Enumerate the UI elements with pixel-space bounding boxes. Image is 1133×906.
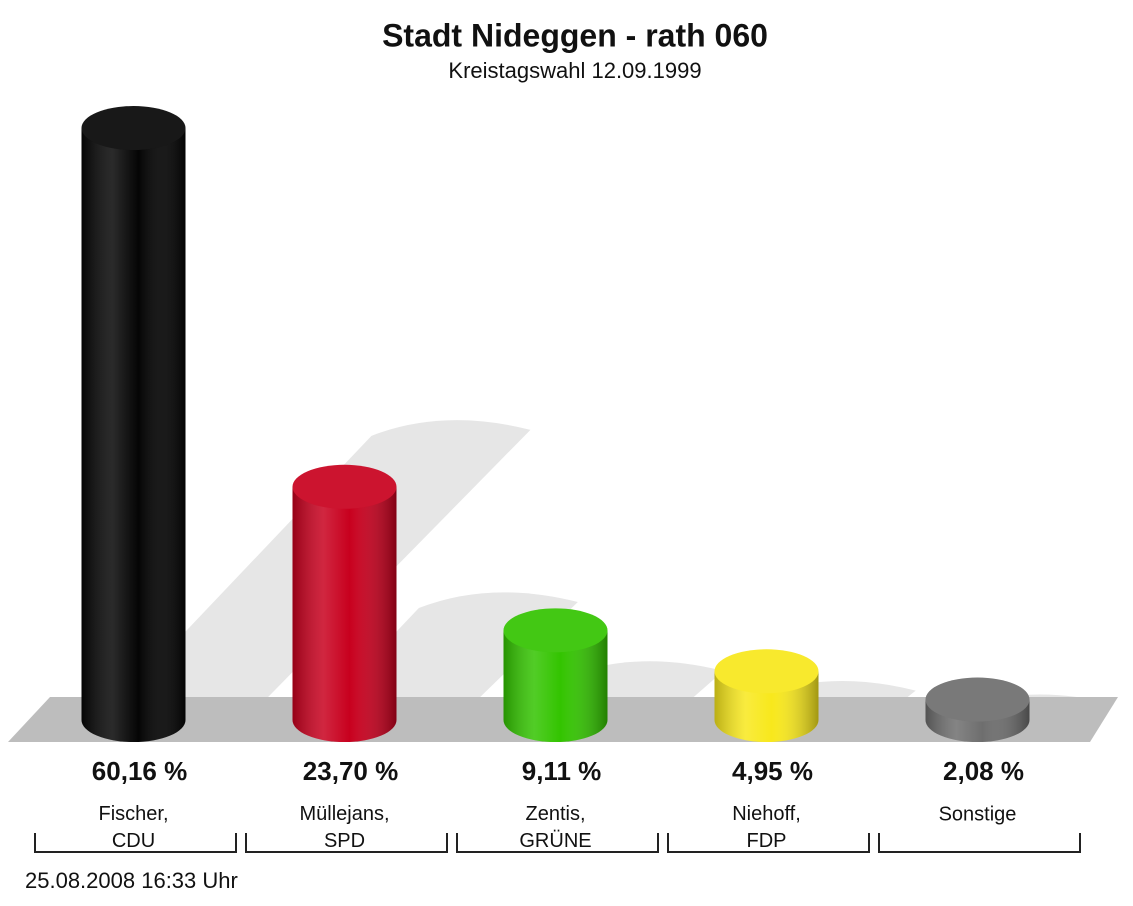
value-label: 2,08 % [943,756,1024,786]
bar-top [292,464,397,509]
category-label: Müllejans, SPD [299,803,389,852]
category-label: Sonstige [939,803,1017,825]
category-line: GRÜNE [519,830,591,852]
bar [81,106,186,742]
category-bracket [667,833,870,853]
bar-top-shade [714,649,819,694]
bar-top-shade [292,464,397,509]
value-label: 23,70 % [303,756,398,786]
value-label: 9,11 % [522,756,602,786]
bar-body-shade [292,486,397,720]
category-line: Fischer, [98,803,168,825]
bar [503,608,608,742]
chart-title: Stadt Nideggen - rath 060 [382,17,768,53]
bar-body-shade [81,128,186,720]
bars [81,106,1030,742]
bar [292,464,397,742]
category-label: Fischer, CDU [98,803,168,852]
category-bracket [878,833,1081,853]
value-label: 60,16 % [92,756,187,786]
bar-top-shade [925,677,1030,722]
bar-top-shade [81,106,186,151]
bar-top [81,106,186,151]
bar-top [503,608,608,653]
category-line: CDU [112,830,155,852]
category-line: Niehoff, [732,803,801,825]
value-label: 4,95 % [732,756,813,786]
category-label: Zentis, GRÜNE [519,803,591,852]
category-line: SPD [324,830,365,852]
category-line: Zentis, [525,803,585,825]
chart-subtitle: Kreistagswahl 12.09.1999 [448,58,701,83]
category-line: FDP [747,830,787,852]
category-label: Niehoff, FDP [732,803,801,852]
category-bracket [456,833,659,853]
bar-top-shade [503,608,608,653]
bar-top [714,649,819,694]
footer: 25.08.2008 16:33 Uhr [25,868,238,893]
bar [714,649,819,742]
category-bracket [245,833,448,853]
category-line: Müllejans, [299,803,389,825]
bar-top [925,677,1030,722]
category-bracket [34,833,237,853]
bar [925,677,1030,742]
